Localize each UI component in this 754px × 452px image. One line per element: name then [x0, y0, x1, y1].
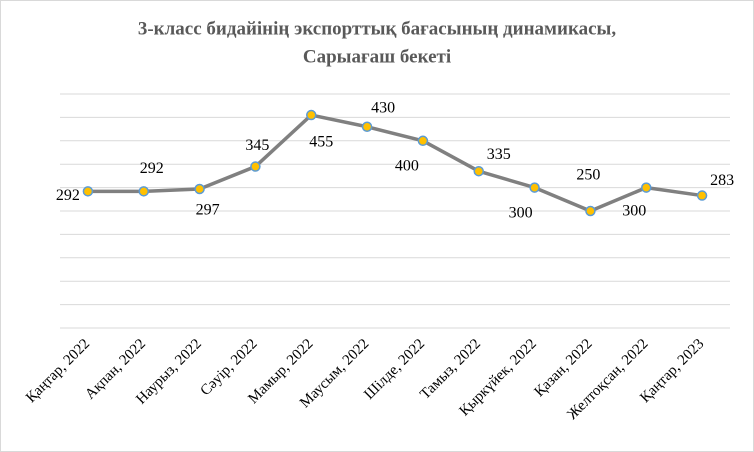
marker — [138, 186, 149, 197]
data-label: 430 — [371, 99, 395, 116]
data-label: 300 — [509, 204, 533, 221]
marker — [250, 161, 261, 172]
chart-title: 3-класс бидайінің экспорттық бағасының д… — [138, 18, 617, 39]
marker — [82, 186, 94, 197]
marker — [529, 182, 540, 193]
data-label: 300 — [622, 202, 646, 219]
data-label: 250 — [576, 167, 600, 184]
data-label: 455 — [309, 134, 333, 151]
marker — [696, 190, 708, 201]
data-label: 283 — [710, 172, 734, 189]
marker — [306, 109, 317, 121]
data-label: 400 — [395, 157, 419, 174]
line — [87, 113, 703, 213]
data-label: 345 — [245, 137, 269, 154]
data-label: 297 — [196, 202, 220, 219]
marker — [585, 205, 596, 217]
marker — [194, 183, 205, 195]
marker — [641, 182, 652, 193]
data-label: 292 — [140, 160, 164, 177]
marker — [361, 121, 373, 133]
data-label: 335 — [487, 146, 511, 163]
marker — [417, 135, 429, 147]
marker — [473, 165, 484, 177]
chart-title: Сарыағаш бекеті — [303, 46, 451, 67]
data-label: 292 — [56, 187, 80, 204]
